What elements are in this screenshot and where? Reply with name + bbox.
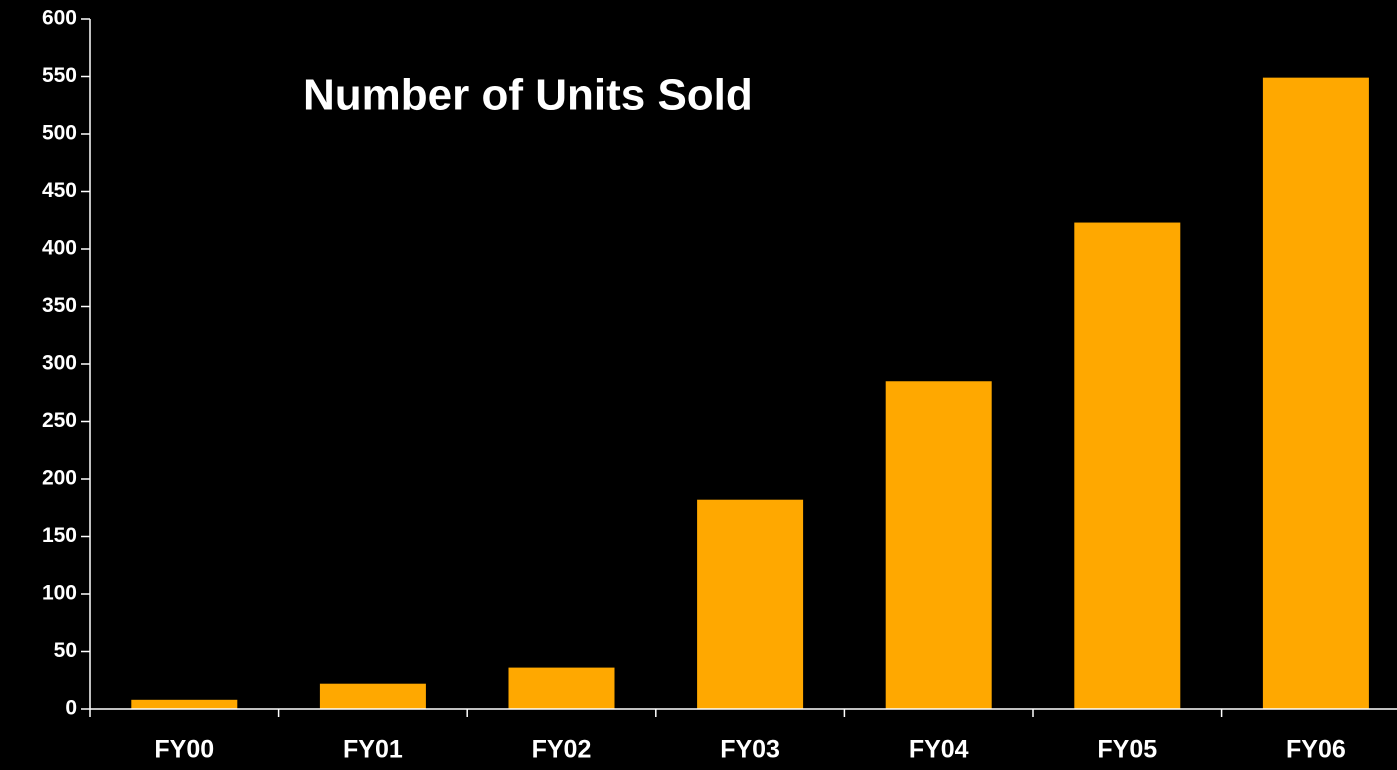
x-tick-label: FY05 [1097, 736, 1157, 764]
y-tick-label: 50 [54, 639, 77, 662]
x-tick-label: FY03 [720, 736, 780, 764]
bar [1262, 77, 1369, 709]
y-tick-label: 300 [42, 352, 77, 375]
y-tick-label: 600 [42, 7, 77, 30]
bar [1074, 222, 1181, 710]
y-tick-label: 250 [42, 409, 77, 432]
y-tick-label: 0 [65, 697, 77, 720]
bar [697, 499, 804, 709]
bar [319, 683, 426, 709]
y-tick-label: 100 [42, 582, 77, 605]
y-tick-label: 150 [42, 524, 77, 547]
y-tick-label: 500 [42, 122, 77, 145]
x-tick-label: FY04 [909, 736, 969, 764]
y-tick-label: 400 [42, 237, 77, 260]
bar [885, 381, 992, 709]
bar [131, 699, 238, 709]
x-tick-label: FY02 [532, 736, 592, 764]
bar [508, 667, 615, 709]
x-tick-label: FY01 [343, 736, 403, 764]
chart-title: Number of Units Sold [303, 71, 753, 120]
y-tick-label: 350 [42, 294, 77, 317]
y-tick-label: 200 [42, 467, 77, 490]
y-tick-label: 450 [42, 179, 77, 202]
y-tick-label: 550 [42, 64, 77, 87]
x-tick-label: FY06 [1286, 736, 1346, 764]
x-tick-label: FY00 [154, 736, 214, 764]
